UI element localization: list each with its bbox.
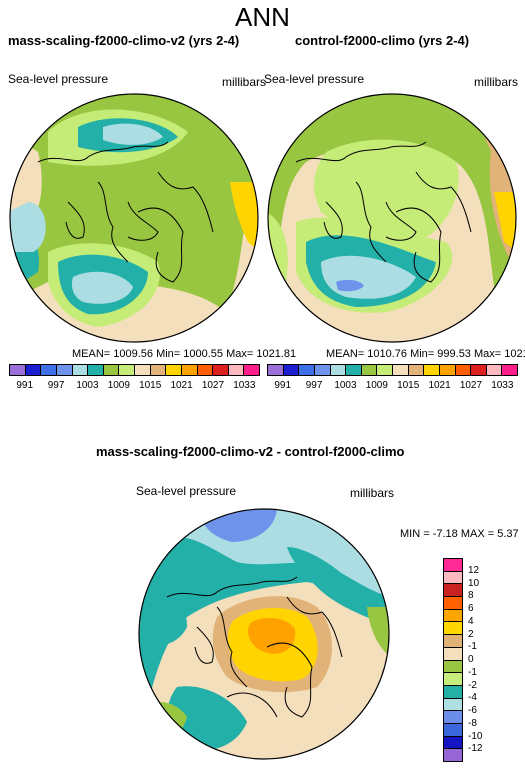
colorbar-swatch [228, 365, 245, 375]
colorbar-tick-label: 0 [468, 654, 474, 665]
panel-2-variable: Sea-level pressure [264, 72, 365, 86]
colorbar-swatch [25, 365, 42, 375]
colorbar-tick-label: 1033 [233, 380, 256, 391]
colorbar-swatch [72, 365, 89, 375]
colorbar-swatch [268, 365, 284, 375]
panel-3-units: millibars [350, 486, 395, 500]
panel-2-stats: MEAN= 1010.76 Min= 999.53 Max= 1021.46 [326, 348, 525, 360]
colorbar-swatch [502, 365, 517, 375]
colorbar-swatch [103, 365, 120, 375]
colorbar-tick-label: 1021 [428, 380, 451, 391]
colorbar-panel-1 [9, 364, 260, 376]
colorbar-swatch [444, 685, 462, 699]
colorbar-tick-label: -10 [468, 730, 483, 742]
colorbar-tick-label: 1033 [491, 380, 514, 391]
panel-1-variable: Sea-level pressure [8, 72, 109, 86]
colorbar-swatch [444, 584, 462, 598]
colorbar-swatch [181, 365, 198, 375]
colorbar-swatch [346, 365, 362, 375]
panel-3-stats: MIN = -7.18 MAX = 5.37 [400, 528, 519, 540]
colorbar-swatch [444, 711, 462, 724]
colorbar-swatch [314, 365, 331, 375]
colorbar-swatch [444, 736, 462, 750]
colorbar-swatch [444, 647, 462, 661]
colorbar-swatch [361, 365, 378, 375]
colorbar-swatch [444, 723, 462, 737]
colorbar-tick-label: -1 [468, 666, 477, 678]
colorbar-tick-label: -4 [468, 692, 477, 704]
colorbar-tick-label: 1015 [397, 380, 420, 391]
colorbar-tick-label: 4 [468, 615, 474, 627]
colorbar-swatch [135, 365, 151, 375]
colorbar-tick-label: -12 [468, 743, 483, 755]
colorbar-tick-label: 1003 [76, 380, 99, 391]
colorbar-tick-label: -1 [468, 641, 477, 653]
colorbar-tick-label: -2 [468, 679, 477, 691]
colorbar-tick-label: 1027 [201, 380, 225, 391]
panel-1-map [9, 93, 259, 343]
panel-2-title: control-f2000-climo (yrs 2-4) [295, 33, 470, 48]
colorbar-swatch [444, 622, 462, 636]
colorbar-swatch [424, 365, 440, 375]
colorbar-tick-label: 1009 [365, 380, 388, 391]
colorbar-swatch [119, 365, 135, 375]
colorbar-swatch [444, 597, 462, 610]
colorbar-swatch [41, 365, 57, 375]
colorbar-swatch [439, 365, 456, 375]
colorbar-tick-label: 6 [468, 603, 474, 614]
panel-3-map [138, 508, 390, 760]
colorbar-tick-label: 997 [47, 380, 65, 391]
colorbar-swatch [444, 609, 462, 623]
colorbar-swatch [444, 698, 462, 712]
colorbar-swatch [471, 365, 487, 375]
colorbar-swatch [244, 365, 259, 375]
colorbar-swatch [166, 365, 182, 375]
colorbar-swatch [444, 673, 462, 686]
colorbar-tick-label: 8 [468, 590, 474, 602]
colorbar-swatch [393, 365, 409, 375]
panel-1-units: millibars [222, 75, 267, 89]
colorbar-swatch [283, 365, 300, 375]
colorbar-swatch [330, 365, 347, 375]
colorbar-swatch [377, 365, 393, 375]
colorbar-tick-label: 1003 [334, 380, 357, 391]
colorbar-swatch [213, 365, 229, 375]
colorbar-tick-label: 991 [16, 380, 34, 391]
panel-2-map [267, 93, 517, 343]
panel-3-variable: Sea-level pressure [136, 484, 237, 498]
colorbar-swatch [197, 365, 214, 375]
colorbar-tick-label: -8 [468, 717, 477, 729]
colorbar-tick-label: 991 [274, 380, 292, 391]
colorbar-swatch [408, 365, 425, 375]
colorbar-tick-label: 1009 [107, 380, 130, 391]
colorbar-tick-label: 1021 [170, 380, 193, 391]
colorbar-swatch [88, 365, 104, 375]
colorbar-swatch [444, 749, 462, 761]
colorbar-swatch [444, 571, 462, 585]
figure-title: ANN [235, 2, 290, 32]
colorbar-swatch [444, 635, 462, 648]
colorbar-tick-label: 1015 [139, 380, 162, 391]
panel-3-title: mass-scaling-f2000-climo-v2 - control-f2… [96, 444, 405, 459]
panel-1-stats: MEAN= 1009.56 Min= 1000.55 Max= 1021.81 [72, 348, 297, 360]
panel-2-units: millibars [474, 75, 519, 89]
colorbar-tick-label: 1027 [459, 380, 483, 391]
colorbar-swatch [444, 660, 462, 674]
colorbar-swatch [10, 365, 26, 375]
colorbar-panel-2 [267, 364, 518, 376]
colorbar-swatch [56, 365, 73, 375]
colorbar-panel-3 [443, 558, 463, 762]
panel-1-title: mass-scaling-f2000-climo-v2 (yrs 2-4) [8, 33, 240, 48]
colorbar-swatch [150, 365, 167, 375]
colorbar-tick-label: 2 [468, 628, 474, 640]
colorbar-swatch [299, 365, 315, 375]
colorbar-tick-label: 10 [468, 577, 480, 589]
colorbar-swatch [444, 559, 462, 572]
colorbar-swatch [486, 365, 503, 375]
colorbar-tick-label: 12 [468, 564, 480, 576]
colorbar-swatch [455, 365, 472, 375]
colorbar-tick-label: 997 [305, 380, 323, 391]
colorbar-tick-label: -6 [468, 705, 477, 716]
